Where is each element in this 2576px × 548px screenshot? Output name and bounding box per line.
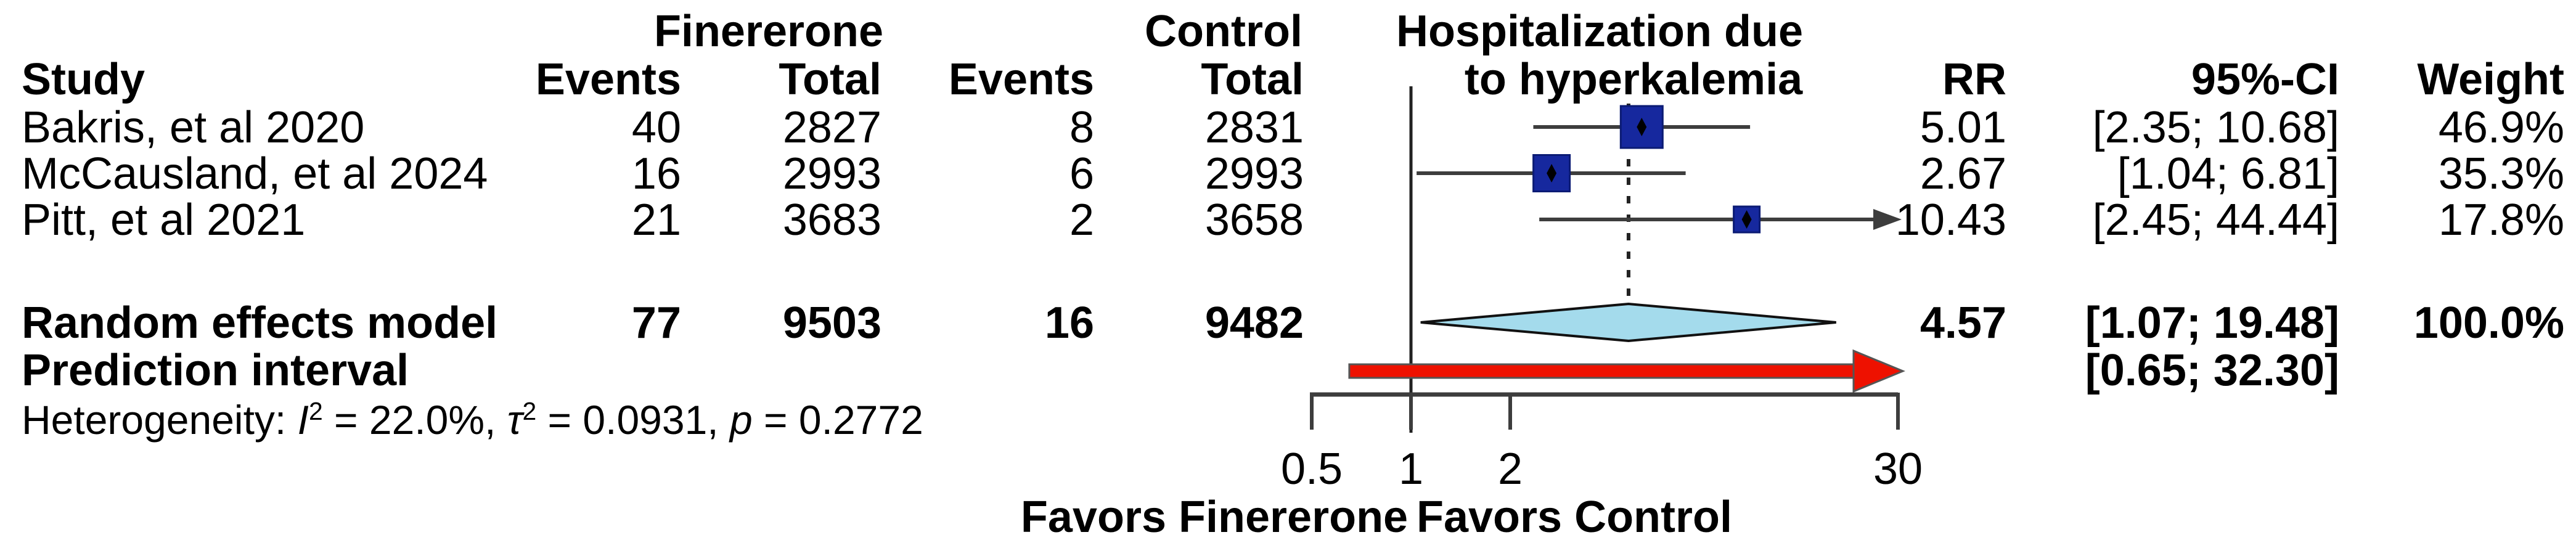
study-name: McCausland, et al 2024	[22, 149, 488, 198]
rr-value: 10.43	[1895, 195, 2006, 245]
tau-squared-sup: 2	[522, 397, 537, 425]
weight-value: 46.9%	[2438, 103, 2564, 152]
ci-arrow-head	[1873, 209, 1902, 230]
rr-column-header: RR	[1942, 55, 2006, 104]
study-weight-square	[1532, 154, 1571, 192]
summary-diamond	[1420, 302, 1836, 343]
summary-ci-value: [1.07; 19.48]	[2085, 298, 2339, 348]
tau-squared-symbol: τ	[507, 397, 523, 443]
treatment-events-value: 16	[631, 149, 681, 198]
treatment-total-header: Total	[779, 55, 881, 104]
control-events-value: 8	[1069, 103, 1094, 152]
study-name: Pitt, et al 2021	[22, 195, 306, 245]
weight-value: 35.3%	[2438, 149, 2564, 198]
p-symbol: p	[729, 397, 753, 443]
rr-value: 5.01	[1920, 103, 2006, 152]
favors-control-label: Favors Control	[1416, 493, 1733, 542]
point-estimate-marker	[1637, 118, 1647, 136]
weight-column-header: Weight	[2417, 55, 2564, 104]
prediction-interval-label: Prediction interval	[22, 346, 409, 395]
treatment-events-header: Events	[535, 55, 681, 104]
prediction-interval-bar	[1348, 363, 1855, 379]
axis-tick-label: 1	[1398, 444, 1424, 494]
control-total-header: Total	[1201, 55, 1304, 104]
summary-control-events: 16	[1044, 298, 1094, 348]
summary-control-total: 9482	[1204, 298, 1304, 348]
weight-value: 17.8%	[2438, 195, 2564, 245]
summary-rr-value: 4.57	[1920, 298, 2006, 348]
control-total-value: 3658	[1204, 195, 1304, 245]
control-events-header: Events	[948, 55, 1094, 104]
treatment-total-value: 3683	[782, 195, 881, 245]
tau-squared-value: = 0.0931,	[536, 397, 730, 443]
study-name: Bakris, et al 2020	[22, 103, 365, 152]
ci-column-header: 95%-CI	[2191, 55, 2339, 104]
control-events-value: 2	[1069, 195, 1094, 245]
prediction-interval-ci: [0.65; 32.30]	[2085, 346, 2339, 395]
treatment-total-value: 2827	[782, 103, 881, 152]
plot-title-line2: to hyperkalemia	[1464, 55, 1803, 104]
axis-tick-label: 0.5	[1280, 444, 1343, 494]
i-squared-value: = 22.0%,	[322, 397, 507, 443]
study-column-header: Study	[22, 55, 145, 104]
summary-treatment-events: 77	[631, 298, 681, 348]
treatment-events-value: 21	[631, 195, 681, 245]
axis-tick-label: 30	[1873, 444, 1923, 494]
i-squared-sup: 2	[308, 397, 323, 425]
rr-value: 2.67	[1920, 149, 2006, 198]
point-estimate-marker	[1547, 164, 1557, 182]
heterogeneity-note: Heterogeneity: I2 = 22.0%, τ2 = 0.0931, …	[22, 396, 923, 444]
ci-value: [1.04; 6.81]	[2117, 149, 2339, 198]
treatment-group-header: Finererone	[653, 7, 884, 56]
point-estimate-marker	[1741, 210, 1752, 229]
ci-value: [2.35; 10.68]	[2092, 103, 2339, 152]
treatment-total-value: 2993	[782, 149, 881, 198]
plot-title-line1: Hospitalization due	[1396, 7, 1804, 56]
prediction-interval-arrow-head	[1852, 349, 1905, 393]
favors-treatment-label: Favors Finererone	[1020, 493, 1409, 542]
i-squared-symbol: I	[297, 397, 309, 443]
heterogeneity-prefix: Heterogeneity:	[22, 397, 298, 443]
control-total-value: 2831	[1204, 103, 1304, 152]
summary-treatment-total: 9503	[782, 298, 881, 348]
control-events-value: 6	[1069, 149, 1094, 198]
treatment-events-value: 40	[631, 103, 681, 152]
control-group-header: Control	[1145, 7, 1302, 56]
control-total-value: 2993	[1204, 149, 1304, 198]
ci-value: [2.45; 44.44]	[2092, 195, 2339, 245]
summary-weight-value: 100.0%	[2413, 298, 2564, 348]
axis-tick-label: 2	[1497, 444, 1523, 494]
p-value: = 0.2772	[752, 397, 923, 443]
summary-row-label: Random effects model	[22, 298, 498, 348]
